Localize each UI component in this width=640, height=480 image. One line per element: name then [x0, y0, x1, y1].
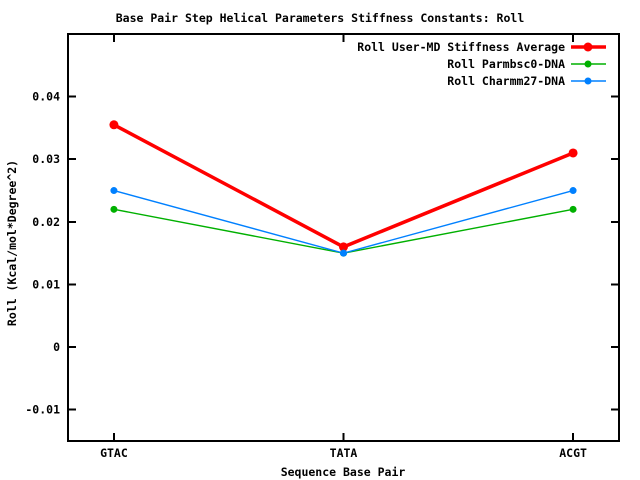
data-point-marker	[569, 205, 577, 213]
plot-border	[67, 33, 620, 442]
data-point-marker	[109, 120, 119, 130]
legend-label: Roll Parmbsc0-DNA	[447, 57, 565, 71]
x-tick-label: TATA	[330, 446, 358, 460]
legend-label: Roll Charmm27-DNA	[447, 74, 565, 88]
legend-marker	[583, 42, 593, 52]
data-point-marker	[110, 205, 118, 213]
y-tick-label: 0	[53, 340, 60, 354]
data-point-marker	[568, 148, 578, 158]
y-tick-label: 0.02	[32, 215, 60, 229]
data-point-marker	[339, 242, 348, 252]
data-point-marker	[110, 187, 118, 195]
y-tick-label: 0.01	[32, 277, 60, 291]
data-point-marker	[569, 187, 577, 195]
chart-layer: 0.04 0.03 0.02 0.01 0 -0.01 GTAC TATA ACGT Roll U…	[25, 33, 620, 460]
x-axis-title: Sequence Base Pair	[281, 465, 406, 479]
legend-marker	[584, 77, 592, 85]
x-tick-label: ACGT	[559, 446, 587, 460]
y-axis-title: Roll (Kcal/mol*Degree^2)	[5, 160, 19, 326]
x-tick-label: GTAC	[100, 446, 128, 460]
y-tick-label: 0.04	[32, 90, 60, 104]
legend-label: Roll User-MD Stiffness Average	[357, 40, 565, 54]
data-point-marker	[340, 249, 347, 257]
chart-title: Base Pair Step Helical Parameters Stiffn…	[116, 11, 525, 25]
y-tick-label: 0.03	[32, 152, 60, 166]
legend-marker	[584, 60, 592, 68]
series-line-0	[112, 123, 575, 249]
y-tick-label: -0.01	[25, 403, 60, 417]
